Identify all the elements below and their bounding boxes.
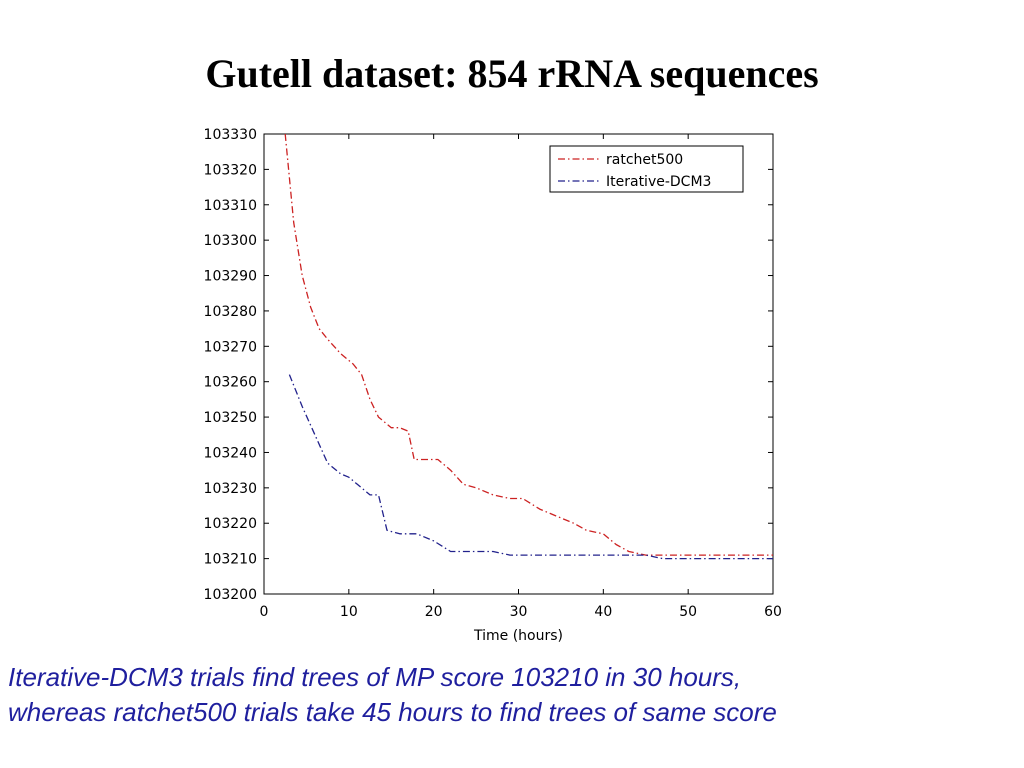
y-tick-label: 103310: [204, 198, 257, 214]
x-axis-title: Time (hours): [473, 628, 563, 644]
slide-caption: Iterative-DCM3 trials find trees of MP s…: [8, 660, 1018, 730]
series-line-iterative-dcm3: [288, 374, 773, 560]
x-tick-label: 60: [764, 604, 782, 620]
series-line-ratchet500: [284, 133, 773, 556]
x-tick-label: 0: [260, 604, 269, 620]
y-tick-label: 103220: [204, 516, 257, 532]
x-tick-label: 40: [594, 604, 612, 620]
y-tick-label: 103280: [204, 304, 257, 320]
legend-label: Iterative-DCM3: [606, 174, 711, 190]
y-tick-label: 103230: [204, 481, 257, 497]
legend-label: ratchet500: [606, 152, 683, 168]
slide-title: Gutell dataset: 854 rRNA sequences: [205, 51, 819, 96]
x-tick-label: 20: [425, 604, 443, 620]
y-tick-label: 103240: [204, 445, 257, 461]
y-tick-label: 103210: [204, 552, 257, 568]
y-tick-label: 103200: [204, 587, 257, 603]
y-tick-label: 103330: [204, 127, 257, 143]
x-tick-label: 10: [340, 604, 358, 620]
caption-line-1: Iterative-DCM3 trials find trees of MP s…: [8, 662, 742, 692]
plot-frame: [263, 133, 774, 595]
x-tick-label: 30: [510, 604, 528, 620]
caption-line-2: whereas ratchet500 trials take 45 hours …: [8, 697, 777, 727]
y-tick-label: 103300: [204, 233, 257, 249]
x-tick-label: 50: [679, 604, 697, 620]
legend-box: [549, 145, 744, 193]
y-tick-label: 103250: [204, 410, 257, 426]
y-tick-label: 103260: [204, 375, 257, 391]
y-tick-label: 103320: [204, 162, 257, 178]
y-tick-label: 103290: [204, 269, 257, 285]
y-tick-label: 103270: [204, 339, 257, 355]
